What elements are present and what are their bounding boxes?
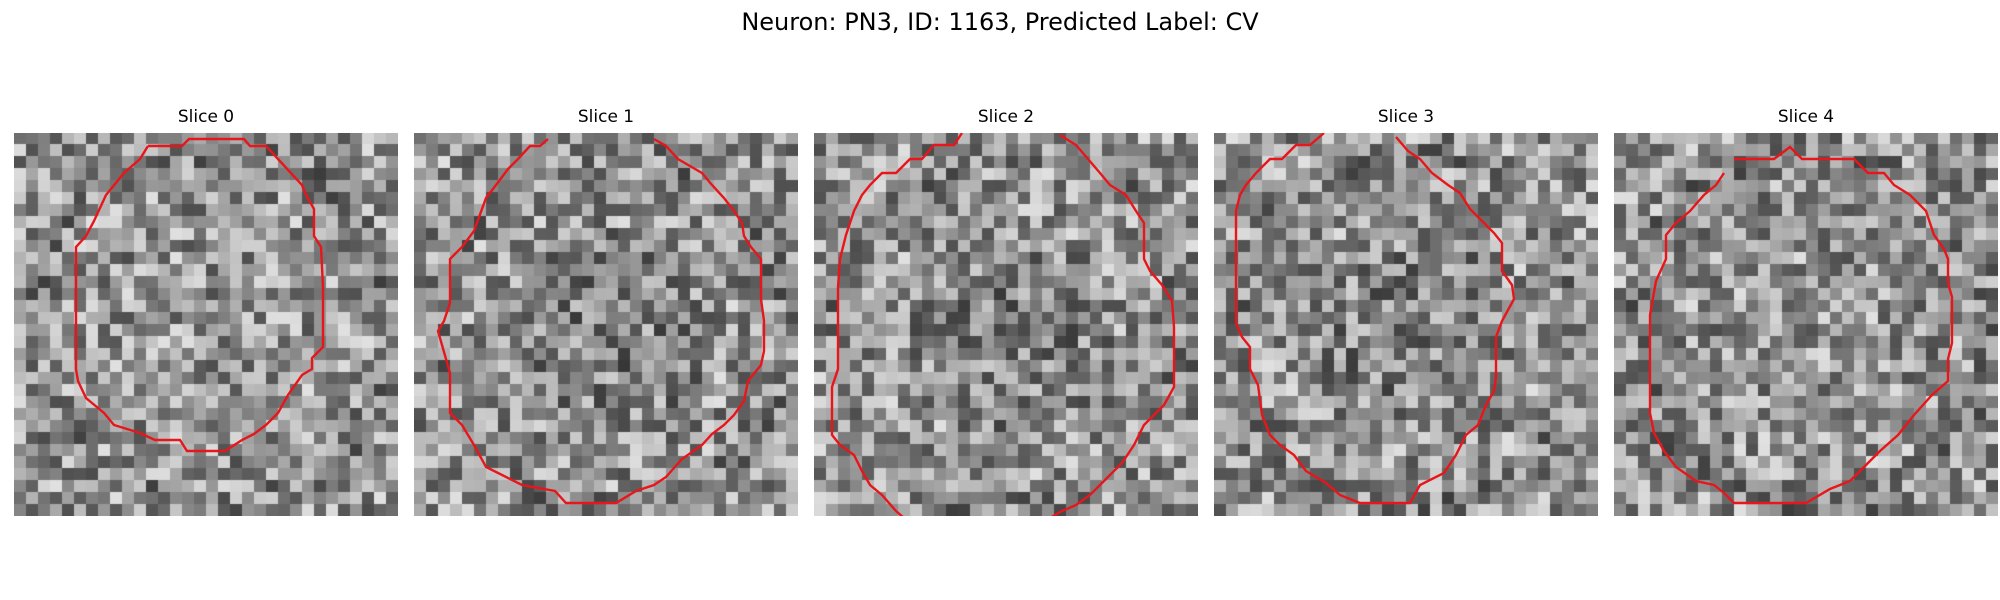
slice-title: Slice 0 (177, 107, 235, 127)
figure-title: Neuron: PN3, ID: 1163, Predicted Label: … (741, 8, 1259, 36)
slice-panel-2: Slice 2 (814, 106, 1198, 516)
red-contour-line (1234, 133, 1516, 505)
slice-title: Slice 2 (977, 107, 1035, 127)
contour-overlay (436, 137, 766, 505)
red-contour-line (830, 133, 963, 516)
slice-panel-3: Slice 3 (1214, 106, 1598, 516)
slice-title: Slice 3 (1377, 107, 1435, 127)
red-contour-line (74, 137, 325, 453)
contour-overlay (1234, 133, 1516, 505)
slice-title: Slice 4 (1777, 107, 1835, 127)
contour-overlay (74, 137, 325, 453)
slice-image (814, 133, 1198, 516)
slice-image (1214, 133, 1598, 516)
slice-title: Slice 1 (577, 107, 635, 127)
contour-overlay (830, 133, 1176, 516)
slice-panel-0: Slice 0 (14, 106, 398, 516)
slice-panel-4: Slice 4 (1614, 106, 1998, 516)
contour-overlay (1648, 145, 1954, 505)
red-contour-line (436, 137, 766, 505)
slice-image (1614, 133, 1998, 516)
red-contour-line (1648, 145, 1954, 505)
slice-panel-1: Slice 1 (414, 106, 798, 516)
red-contour-line (1051, 133, 1176, 516)
